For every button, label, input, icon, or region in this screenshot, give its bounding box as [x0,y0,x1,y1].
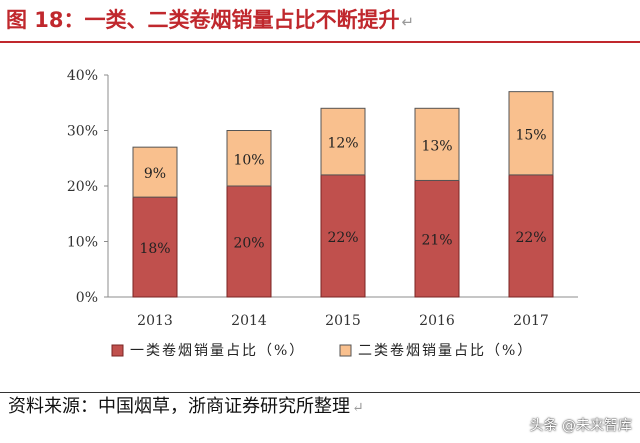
legend-label-series1: 一类卷烟销量占比（%） [130,343,305,359]
bar-value-label: 15% [515,127,546,143]
x-tick-label: 2014 [231,313,267,329]
bar-value-label: 22% [515,230,546,246]
bar-series1 [508,174,554,298]
title-rule [0,41,640,43]
y-tick-label: 10% [67,235,98,251]
y-tick-label: 30% [67,124,98,140]
bar-value-label: 20% [233,236,264,252]
bar-series1 [226,185,272,298]
bar-series2 [414,107,460,181]
legend-swatch-series1 [111,344,124,357]
bar-series1 [132,196,178,298]
source-rule [0,392,640,393]
y-tick-label: 40% [67,68,98,84]
bar-series2 [226,130,272,187]
bar-series2 [320,107,366,176]
bar-value-label: 9% [144,166,166,182]
bar-value-label: 18% [139,241,170,257]
bar-value-label: 22% [327,230,358,246]
chart-title: 图 18：一类、二类卷烟销量占比不断提升 ↵ [6,8,415,32]
source-note: 资料来源：中国烟草，浙商证券研究所整理 ↵ [8,396,364,417]
legend-label-series2: 二类卷烟销量占比（%） [358,343,533,359]
legend-swatch-series2 [339,344,352,357]
y-tick-label: 0% [76,290,98,306]
x-tick-label: 2013 [137,313,173,329]
bar-series2 [508,91,554,176]
bar-value-label: 21% [421,233,452,249]
bar-value-label: 13% [421,138,452,154]
y-tick-label: 20% [67,179,98,195]
x-tick-label: 2017 [513,313,549,329]
bar-series2 [132,146,178,198]
bar-value-label: 10% [233,152,264,168]
bar-series1 [320,174,366,298]
stacked-bar-chart: 0% 10% 20% 30% 40% 18% 9% 2013 20% 10% 2014 22% 12% 2… [67,68,578,359]
x-tick-label: 2016 [419,313,455,329]
bar-value-label: 12% [327,136,358,152]
watermark: 头条 @未来智库 [529,418,632,434]
bar-series1 [414,179,460,298]
x-tick-label: 2015 [325,313,361,329]
